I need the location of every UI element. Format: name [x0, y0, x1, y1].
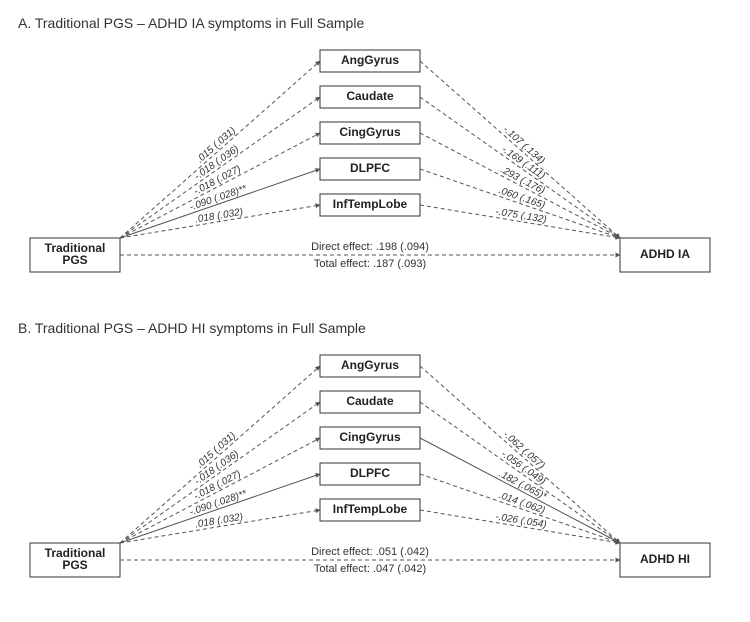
panel-B-title: B. Traditional PGS – ADHD HI symptoms in…	[18, 320, 366, 336]
mediator-label-DLPFC: DLPFC	[350, 466, 390, 480]
mediation-figure: A. Traditional PGS – ADHD IA symptoms in…	[0, 0, 750, 622]
panel-B: B. Traditional PGS – ADHD HI symptoms in…	[18, 320, 710, 577]
left-predictor-label: PGS	[62, 253, 87, 267]
panel-A-title: A. Traditional PGS – ADHD IA symptoms in…	[18, 15, 364, 31]
mediator-label-Caudate: Caudate	[346, 89, 394, 103]
left-predictor-label: PGS	[62, 558, 87, 572]
mediator-label-Caudate: Caudate	[346, 394, 394, 408]
total-effect-label: Total effect: .187 (.093)	[314, 258, 426, 270]
mediator-label-AngGyrus: AngGyrus	[341, 358, 399, 372]
direct-effect-label: Direct effect: .051 (.042)	[311, 546, 429, 558]
mediator-label-InfTempLobe: InfTempLobe	[333, 502, 408, 516]
mediator-label-CingGyrus: CingGyrus	[339, 430, 401, 444]
total-effect-label: Total effect: .047 (.042)	[314, 563, 426, 575]
mediator-label-CingGyrus: CingGyrus	[339, 125, 401, 139]
right-outcome-label: ADHD IA	[640, 247, 690, 261]
direct-effect-label: Direct effect: .198 (.094)	[311, 241, 429, 253]
mediator-label-InfTempLobe: InfTempLobe	[333, 197, 408, 211]
right-outcome-label: ADHD HI	[640, 552, 690, 566]
mediator-label-DLPFC: DLPFC	[350, 161, 390, 175]
panel-A: A. Traditional PGS – ADHD IA symptoms in…	[18, 15, 710, 272]
mediator-label-AngGyrus: AngGyrus	[341, 53, 399, 67]
